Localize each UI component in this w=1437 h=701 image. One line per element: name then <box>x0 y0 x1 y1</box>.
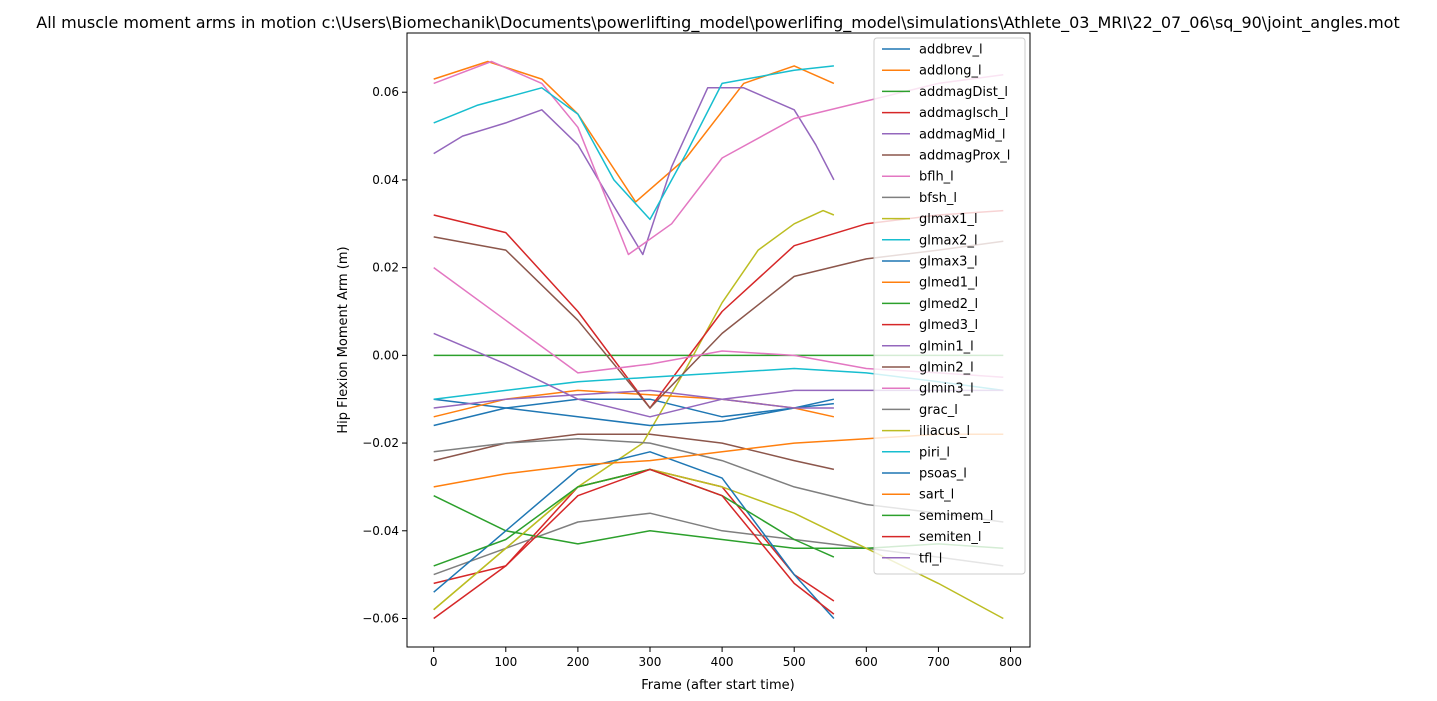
chart-title: All muscle moment arms in motion c:\User… <box>36 13 1400 33</box>
legend-entry-addmagDist_l: addmagDist_l <box>919 85 1008 100</box>
legend-entry-glmax3_l: glmax3_l <box>919 255 978 270</box>
x-tick-label: 700 <box>927 655 950 669</box>
x-tick-label: 400 <box>711 655 734 669</box>
legend-entry-semiten_l: semiten_l <box>919 530 982 545</box>
legend-entry-glmin1_l: glmin1_l <box>919 339 974 354</box>
series-line-addmagIsch_l <box>433 468 835 602</box>
x-tick-label: 100 <box>494 655 517 669</box>
legend-entry-bflh_l: bflh_l <box>919 170 954 185</box>
series-line-glmax2_l <box>433 65 834 221</box>
legend-entry-semimem_l: semimem_l <box>919 509 993 524</box>
series-line-psoas_l <box>433 451 835 620</box>
y-tick-label: 0.00 <box>372 348 399 362</box>
legend-entry-sart_l: sart_l <box>919 488 954 503</box>
legend-entry-glmin2_l: glmin2_l <box>919 361 974 376</box>
y-tick-label: 0.04 <box>372 173 399 187</box>
legend-entry-iliacus_l: iliacus_l <box>919 424 970 439</box>
legend-entry-glmax1_l: glmax1_l <box>919 212 978 227</box>
series-line-addmagProx_l <box>433 433 835 471</box>
y-axis-ticks: −0.06 −0.04 −0.02 0.00 0.02 0.04 0.06 <box>362 85 407 625</box>
x-axis-label: Frame (after start time) <box>641 678 794 693</box>
x-tick-label: 0 <box>430 655 438 669</box>
legend-entry-glmed2_l: glmed2_l <box>919 297 978 312</box>
legend-entry-addmagIsch_l: addmagIsch_l <box>919 106 1008 121</box>
x-axis-ticks: 0 100 200 300 400 500 600 700 800 <box>430 647 1022 669</box>
legend-entry-glmax2_l: glmax2_l <box>919 233 978 248</box>
series-line-addlong_l <box>433 60 835 203</box>
series-line-glmin1_l <box>433 389 834 409</box>
legend-entry-piri_l: piri_l <box>919 445 950 460</box>
legend-entry-grac_l: grac_l <box>919 403 958 418</box>
legend-entry-glmin3_l: glmin3_l <box>919 382 974 397</box>
legend-entry-addlong_l: addlong_l <box>919 64 982 79</box>
x-tick-label: 600 <box>855 655 878 669</box>
series-line-semiten_l <box>433 468 835 620</box>
y-tick-label: −0.06 <box>362 611 399 625</box>
legend-entry-addmagProx_l: addmagProx_l <box>919 149 1010 164</box>
legend-entry-addmagMid_l: addmagMid_l <box>919 127 1006 142</box>
x-tick-label: 500 <box>783 655 806 669</box>
y-tick-label: 0.02 <box>372 261 399 275</box>
y-tick-label: −0.02 <box>362 436 399 450</box>
legend: addbrev_l addlong_l addmagDist_l addmagIsch… <box>873 37 1026 575</box>
y-axis-label: Hip Flexion Moment Arm (m) <box>336 246 351 433</box>
series-line-semimem_l <box>433 468 835 567</box>
legend-entry-bfsh_l: bfsh_l <box>919 191 957 206</box>
x-tick-label: 800 <box>999 655 1022 669</box>
y-tick-label: −0.04 <box>362 524 399 538</box>
series-line-addmagMid_l <box>433 87 835 256</box>
x-tick-label: 200 <box>566 655 589 669</box>
plot-frame <box>406 32 1031 648</box>
y-tick-label: 0.06 <box>372 85 399 99</box>
legend-box <box>873 37 1026 575</box>
x-tick-label: 300 <box>639 655 662 669</box>
legend-entry-addbrev_l: addbrev_l <box>919 43 983 58</box>
legend-entry-glmed1_l: glmed1_l <box>919 276 978 291</box>
legend-entry-glmed3_l: glmed3_l <box>919 318 978 333</box>
legend-entry-psoas_l: psoas_l <box>919 467 967 482</box>
legend-entry-tfl_l: tfl_l <box>919 551 942 566</box>
